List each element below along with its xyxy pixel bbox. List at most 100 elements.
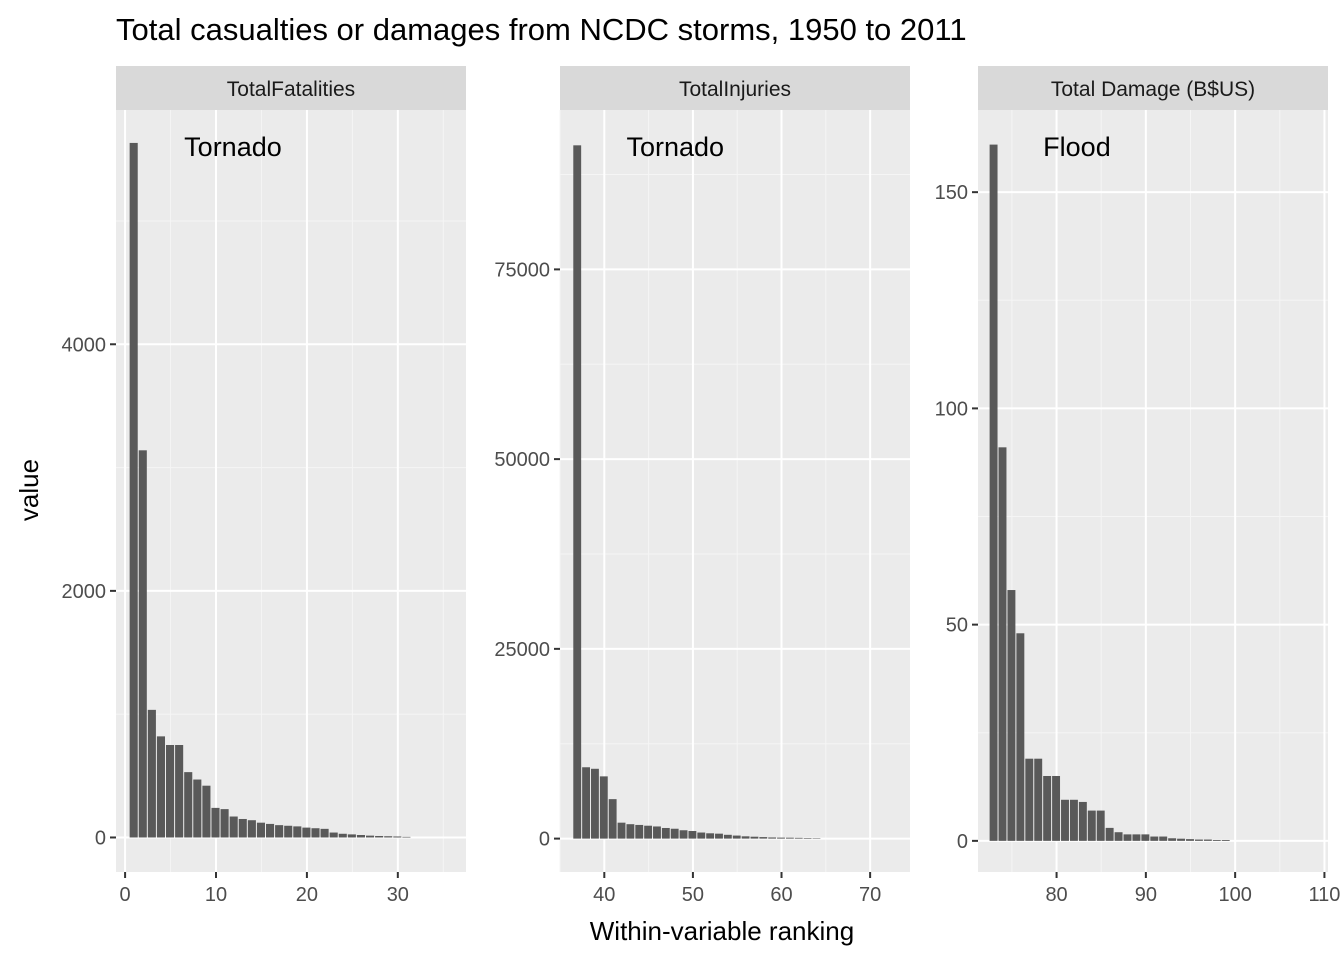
x-tick-label: 30 [387, 884, 409, 906]
bar [1087, 810, 1096, 841]
bar [679, 830, 688, 839]
chart-title: Total casualties or damages from NCDC st… [116, 12, 967, 47]
bar [311, 828, 320, 838]
event-type-annotation: Flood [1043, 132, 1111, 162]
bar [599, 776, 608, 839]
y-tick-label: 50 [946, 615, 968, 637]
x-tick-label: 100 [1218, 884, 1251, 906]
x-tick-label: 50 [682, 884, 704, 906]
bar [1061, 799, 1069, 841]
bar [156, 736, 165, 838]
bar [329, 832, 338, 838]
bar [688, 831, 697, 839]
strip-background [560, 66, 910, 110]
bar [1025, 758, 1034, 841]
y-tick-label: 4000 [62, 334, 107, 356]
y-tick-label: 25000 [494, 639, 550, 661]
bar [356, 835, 365, 838]
bar [293, 826, 302, 838]
x-tick-label: 20 [296, 884, 318, 906]
bar [697, 832, 706, 839]
bar [591, 768, 599, 839]
bar [1052, 775, 1061, 841]
strip-background [978, 66, 1328, 110]
bar [184, 772, 193, 838]
bar [347, 834, 356, 838]
event-type-annotation: Tornado [626, 132, 724, 162]
bar [220, 809, 229, 838]
panel-1: TotalFatalities 0 10 20 30 0 2000 4000 Tornado [62, 66, 466, 906]
bar [1096, 810, 1105, 841]
bar [229, 816, 238, 838]
strip-background [116, 66, 466, 110]
x-tick-label: 10 [205, 884, 227, 906]
bar [284, 825, 293, 838]
bar [644, 825, 653, 839]
y-tick-label: 150 [935, 182, 968, 204]
bar [193, 779, 202, 838]
bar [175, 745, 184, 838]
bar [1141, 834, 1150, 841]
bar [1007, 590, 1016, 841]
bar [582, 767, 591, 839]
bar [723, 834, 732, 839]
bar [653, 826, 661, 839]
bar [1114, 832, 1123, 841]
bar [211, 807, 220, 838]
panel-3: Total Damage (B$US) 80 90 100 110 0 50 100 150 Fl… [935, 66, 1340, 906]
bar [1168, 838, 1177, 841]
panel-2: TotalInjuries 40 50 60 70 0 25000 50000 75000 Tor… [494, 66, 910, 906]
x-axis-title: Within-variable ranking [590, 916, 854, 946]
bar [1069, 799, 1078, 841]
bar [803, 837, 812, 839]
bar [1212, 839, 1221, 841]
strip-label: TotalInjuries [679, 78, 791, 101]
bar [768, 837, 777, 839]
bar [617, 822, 626, 839]
bar [1221, 839, 1230, 841]
bar [202, 785, 211, 838]
bar [626, 824, 635, 839]
bar [256, 822, 265, 838]
x-tick-label: 90 [1135, 884, 1157, 906]
bar [129, 142, 138, 838]
bar [1043, 775, 1052, 841]
x-tick-label: 60 [770, 884, 792, 906]
bar [138, 450, 147, 838]
bar [1123, 834, 1132, 841]
bar [989, 144, 998, 841]
bar [1078, 801, 1087, 841]
strip-label: Total Damage (B$US) [1051, 78, 1255, 101]
bar [1186, 839, 1194, 841]
bar [266, 823, 275, 838]
y-tick-label: 0 [957, 831, 968, 853]
bar [366, 835, 375, 838]
bar [1194, 839, 1203, 841]
bar [1105, 827, 1114, 841]
bar [573, 145, 582, 839]
bar [238, 818, 247, 838]
x-tick-label: 0 [120, 884, 131, 906]
bar [998, 447, 1007, 841]
bar [1203, 839, 1212, 841]
bar [785, 837, 794, 839]
panel-background [560, 110, 910, 872]
bar [794, 837, 803, 839]
bar [706, 833, 715, 839]
bar [302, 827, 311, 838]
bar [608, 799, 617, 839]
strip-label: TotalFatalities [227, 78, 355, 101]
y-tick-label: 50000 [494, 449, 550, 471]
bar [384, 836, 393, 838]
panel-background [116, 110, 466, 872]
bar [1132, 834, 1141, 841]
panel-background [978, 110, 1328, 872]
y-axis-title: value [14, 459, 44, 521]
bar [338, 833, 347, 838]
bar [147, 709, 156, 838]
bar [732, 835, 741, 839]
y-tick-label: 0 [95, 827, 106, 849]
bar [777, 837, 785, 839]
